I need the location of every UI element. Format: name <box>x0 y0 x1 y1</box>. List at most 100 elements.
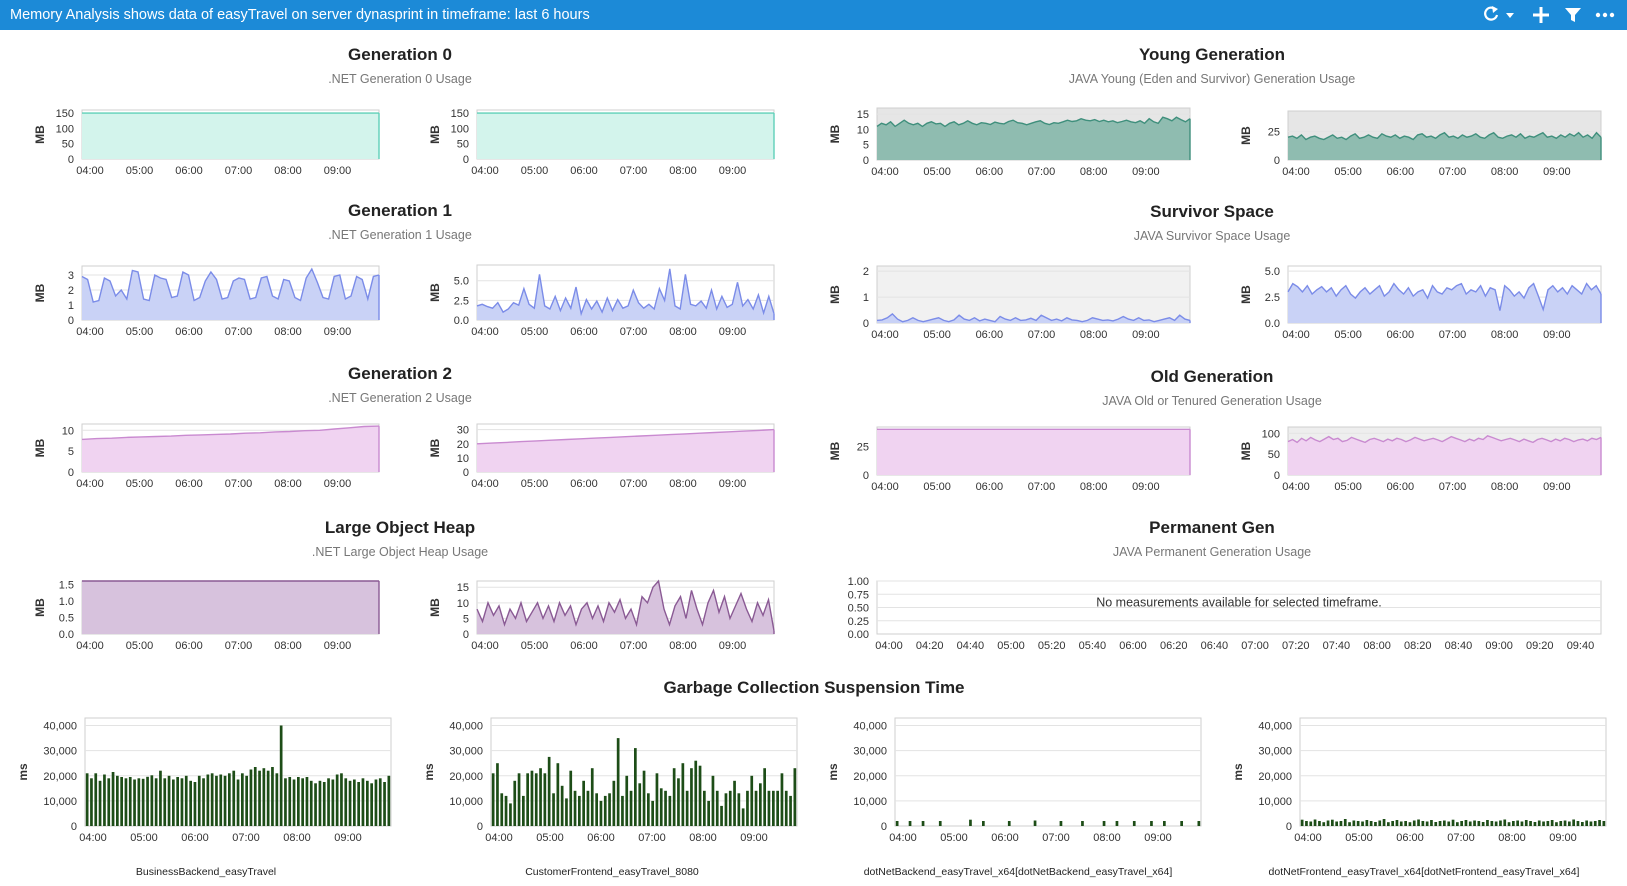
x-tick-label: 07:00 <box>225 640 253 652</box>
gc-bar <box>982 821 985 826</box>
x-tick-label: 05:00 <box>940 832 968 844</box>
gen1-chart-b: 0.0 2.5 5.0 MB 04:00 05:00 06:00 07:00 08:00 09:0… <box>428 264 775 338</box>
gc-bar <box>305 777 309 826</box>
x-tick-label: 07:00 <box>1042 832 1070 844</box>
gc-bar <box>1322 822 1326 826</box>
series-area <box>82 113 379 159</box>
gc-bar <box>1464 820 1468 826</box>
x-tick-label: 06:00 <box>1119 640 1147 652</box>
plus-icon[interactable] <box>1529 4 1553 26</box>
gc-bar <box>759 783 762 826</box>
series-area <box>1288 283 1601 323</box>
y-axis-label: MB <box>428 598 442 617</box>
gc-bar <box>586 790 590 826</box>
gen2-chart-a: 0 5 10 MB 04:00 05:00 06:00 07:00 08:00 09:00 <box>33 423 380 490</box>
gc-bar <box>193 782 197 826</box>
x-tick-label: 07:20 <box>1282 640 1310 652</box>
x-tick-label: 05:00 <box>126 165 154 177</box>
x-tick-label: 06:00 <box>1387 166 1415 178</box>
title-bar: Memory Analysis shows data of easyTravel… <box>0 0 1627 30</box>
gc-bar <box>236 779 240 826</box>
y-axis-label: MB <box>828 441 842 460</box>
gen1-subtitle: .NET Generation 1 Usage <box>328 228 472 242</box>
gc-bar <box>1180 821 1183 826</box>
loh-title: Large Object Heap <box>324 518 476 537</box>
x-tick-label: 05:40 <box>1079 640 1107 652</box>
x-tick-label: 09:40 <box>1567 640 1595 652</box>
gc-bar <box>374 779 378 826</box>
gc-bar <box>1300 819 1304 826</box>
x-tick-label: 05:00 <box>521 326 549 338</box>
x-tick-label: 09:00 <box>719 640 747 652</box>
gc-bar <box>1421 821 1425 826</box>
gc-bar <box>895 821 899 826</box>
x-tick-label: 06:00 <box>1396 832 1424 844</box>
x-tick-label: 07:00 <box>1439 329 1467 341</box>
old-title: Old Generation <box>1150 367 1274 386</box>
x-tick-label: 05:00 <box>923 166 951 178</box>
gc-bar <box>1490 821 1494 826</box>
refresh-icon[interactable] <box>1481 4 1521 26</box>
loh-chart-a: 0.0 0.5 1.0 1.5 MB 04:00 05:00 06:00 07:00 08:00 0… <box>33 579 380 652</box>
x-tick-label: 08:00 <box>669 165 697 177</box>
x-tick-label: 09:00 <box>1144 832 1172 844</box>
gc-bar <box>746 790 749 826</box>
gc-bar <box>500 793 504 826</box>
x-tick-label: 09:00 <box>740 832 768 844</box>
y-axis-label: MB <box>33 598 47 617</box>
gc-bar <box>288 777 292 826</box>
survivor-subtitle: JAVA Survivor Space Usage <box>1133 229 1291 243</box>
gc-bar <box>1408 822 1412 826</box>
gc-bar <box>1550 820 1554 826</box>
gc-bar <box>116 775 119 826</box>
gc-bar <box>595 793 598 826</box>
series-line <box>876 312 1191 323</box>
gc-bar <box>1533 822 1537 826</box>
gc-title: Garbage Collection Suspension Time <box>663 678 965 697</box>
x-tick-label: 06:00 <box>570 165 598 177</box>
gc-label-business-backend: BusinessBackend_easyTravel <box>135 866 277 878</box>
x-tick-label: 06:00 <box>587 832 615 844</box>
gc-bar <box>98 780 102 826</box>
gc-bar <box>331 779 335 826</box>
x-tick-label: 05:00 <box>521 478 549 490</box>
x-tick-label: 05:00 <box>923 329 951 341</box>
gc-bar <box>921 821 925 826</box>
x-tick-label: 04:00 <box>471 478 499 490</box>
x-tick-label: 06:00 <box>570 326 598 338</box>
gc-bar <box>1150 821 1153 826</box>
x-tick-label: 04:00 <box>1282 481 1310 493</box>
y-tick-label: 20,000 <box>449 771 483 783</box>
gc-bar <box>534 773 538 826</box>
x-tick-label: 05:00 <box>126 326 154 338</box>
gc-bar <box>1598 820 1601 826</box>
more-icon[interactable] <box>1593 4 1617 26</box>
x-tick-label: 05:00 <box>923 481 951 493</box>
gc-bar <box>284 778 287 826</box>
gc-label-dotnet-frontend: dotNetFrontend_easyTravel_x64[dotNetFron… <box>1268 866 1580 878</box>
gc-bar <box>1007 821 1011 826</box>
gc-bar <box>133 779 136 826</box>
gc-bar <box>1589 821 1593 826</box>
dropdown-caret-icon <box>1506 13 1514 18</box>
gc-bar <box>1585 820 1588 826</box>
gc-bar <box>383 782 386 826</box>
series-line <box>81 267 380 303</box>
x-tick-label: 04:00 <box>871 481 899 493</box>
gc-bar <box>1447 821 1451 826</box>
filter-icon[interactable] <box>1561 4 1585 26</box>
x-tick-label: 04:00 <box>1282 166 1310 178</box>
y-axis-label: MB <box>1239 441 1253 460</box>
y-tick-label: 0 <box>68 467 74 479</box>
gc-bar <box>215 775 218 826</box>
y-tick-label: 30 <box>457 425 469 437</box>
gen0-title: Generation 0 <box>348 45 452 64</box>
gc-bar <box>543 773 547 826</box>
gc-bar <box>733 780 736 826</box>
x-tick-label: 08:00 <box>689 832 717 844</box>
x-tick-label: 06:00 <box>1387 329 1415 341</box>
x-tick-label: 09:00 <box>1543 166 1571 178</box>
y-tick-label: 25 <box>1268 127 1280 139</box>
old-subtitle: JAVA Old or Tenured Generation Usage <box>1102 394 1322 408</box>
y-axis-label: MB <box>1239 285 1253 304</box>
